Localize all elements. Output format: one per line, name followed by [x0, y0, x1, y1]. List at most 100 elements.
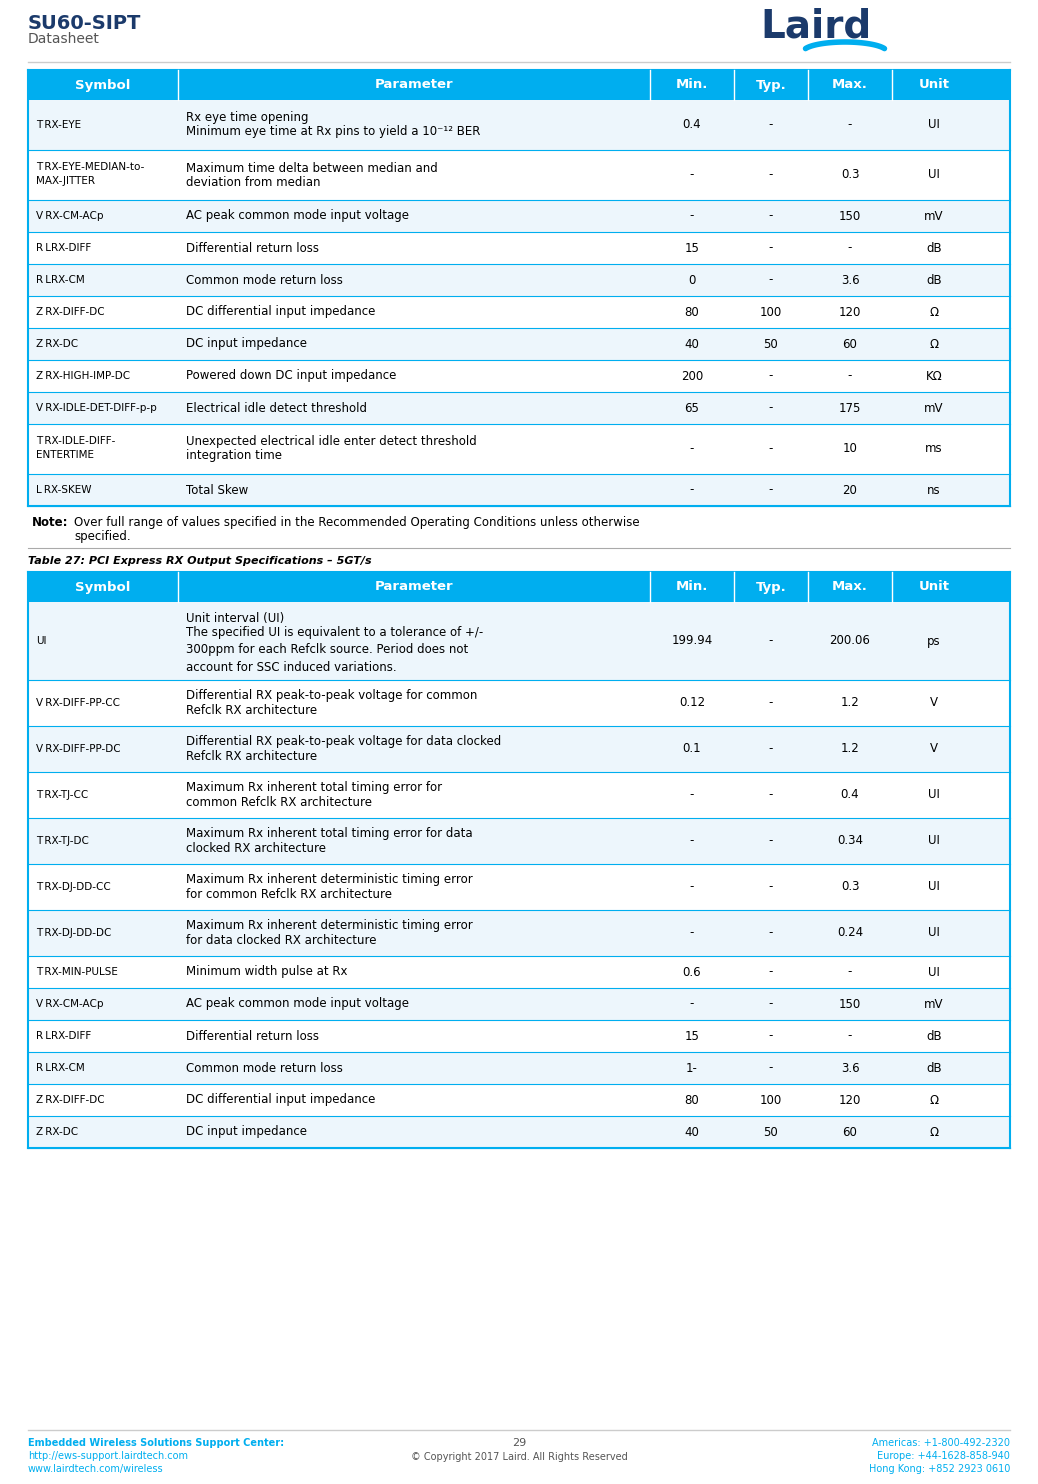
Text: Min.: Min. [676, 79, 708, 92]
Text: 100: 100 [760, 1094, 782, 1107]
Bar [28, 70, 1010, 99]
Text: Typ.: Typ. [756, 580, 787, 594]
Text: -: - [769, 834, 773, 847]
Text: dB: dB [926, 273, 941, 286]
Text: -: - [769, 442, 773, 456]
Text: Table 27: PCI Express RX Output Specifications – 5GT/s: Table 27: PCI Express RX Output Specific… [28, 556, 372, 565]
Text: UI: UI [928, 926, 940, 939]
Text: integration time: integration time [186, 450, 282, 463]
Text: 0: 0 [688, 273, 695, 286]
Text: Differential RX peak-to-peak voltage for data clocked: Differential RX peak-to-peak voltage for… [186, 736, 501, 748]
Bar [28, 424, 1010, 473]
Text: 0.4: 0.4 [841, 788, 859, 801]
Text: 20: 20 [843, 484, 857, 497]
Text: V RX-DIFF-PP-CC: V RX-DIFF-PP-CC [36, 697, 120, 708]
Text: Total Skew: Total Skew [186, 484, 248, 497]
Text: Z RX-HIGH-IMP-DC: Z RX-HIGH-IMP-DC [36, 371, 130, 381]
Text: UI: UI [36, 637, 47, 646]
Text: -: - [769, 1061, 773, 1074]
Text: Maximum Rx inherent deterministic timing error: Maximum Rx inherent deterministic timing… [186, 920, 472, 932]
Text: Max.: Max. [832, 580, 868, 594]
Text: 0.6: 0.6 [683, 966, 702, 978]
Text: 0.4: 0.4 [683, 119, 702, 132]
Text: -: - [690, 442, 694, 456]
Bar [28, 818, 1010, 864]
Text: -: - [769, 635, 773, 647]
Text: 60: 60 [843, 1125, 857, 1138]
Text: -: - [690, 788, 694, 801]
Bar [28, 988, 1010, 1020]
Text: Differential RX peak-to-peak voltage for common: Differential RX peak-to-peak voltage for… [186, 690, 477, 702]
Bar [28, 232, 1010, 264]
Text: dB: dB [926, 242, 941, 254]
Text: 0.12: 0.12 [679, 696, 705, 709]
Bar [28, 361, 1010, 392]
Text: DC differential input impedance: DC differential input impedance [186, 306, 376, 319]
Text: UI: UI [928, 788, 940, 801]
Bar [28, 726, 1010, 772]
Text: Minimum eye time at Rx pins to yield a 10⁻¹² BER: Minimum eye time at Rx pins to yield a 1… [186, 126, 481, 138]
Bar [28, 99, 1010, 150]
Text: clocked RX architecture: clocked RX architecture [186, 841, 326, 855]
Text: -: - [769, 484, 773, 497]
Text: -: - [769, 370, 773, 383]
Text: Max.: Max. [832, 79, 868, 92]
Text: dB: dB [926, 1030, 941, 1042]
Text: mV: mV [924, 402, 944, 414]
Text: 0.1: 0.1 [683, 742, 702, 755]
Text: 29: 29 [512, 1438, 526, 1448]
Text: UI: UI [928, 119, 940, 132]
Text: Embedded Wireless Solutions Support Center:: Embedded Wireless Solutions Support Cent… [28, 1438, 284, 1448]
Text: Z RX-DC: Z RX-DC [36, 1126, 78, 1137]
Text: -: - [769, 788, 773, 801]
Text: -: - [769, 273, 773, 286]
Text: V: V [930, 696, 938, 709]
Text: 50: 50 [764, 1125, 778, 1138]
Text: V RX-CM-ACp: V RX-CM-ACp [36, 999, 104, 1009]
Text: -: - [848, 370, 852, 383]
Text: R LRX-DIFF: R LRX-DIFF [36, 243, 91, 252]
Text: Maximum Rx inherent deterministic timing error: Maximum Rx inherent deterministic timing… [186, 874, 472, 886]
Text: 199.94: 199.94 [672, 635, 713, 647]
Text: DC input impedance: DC input impedance [186, 1125, 307, 1138]
Text: Ω: Ω [929, 306, 938, 319]
Text: T RX-TJ-CC: T RX-TJ-CC [36, 789, 88, 800]
Text: -: - [690, 209, 694, 223]
Text: 1-: 1- [686, 1061, 698, 1074]
Bar [28, 200, 1010, 232]
Text: 1.2: 1.2 [841, 742, 859, 755]
Text: The specified UI is equivalent to a tolerance of +/-
300ppm for each Refclk sour: The specified UI is equivalent to a tole… [186, 626, 484, 674]
Bar [28, 328, 1010, 361]
Text: 60: 60 [843, 337, 857, 350]
Text: 100: 100 [760, 306, 782, 319]
Text: AC peak common mode input voltage: AC peak common mode input voltage [186, 209, 409, 223]
Text: Refclk RX architecture: Refclk RX architecture [186, 703, 318, 717]
Text: UI: UI [928, 966, 940, 978]
Bar [28, 772, 1010, 818]
Text: -: - [690, 169, 694, 181]
Text: -: - [848, 119, 852, 132]
Text: 175: 175 [839, 402, 862, 414]
Text: L RX-SKEW: L RX-SKEW [36, 485, 91, 496]
Text: V RX-DIFF-PP-DC: V RX-DIFF-PP-DC [36, 743, 120, 754]
Text: Differential return loss: Differential return loss [186, 1030, 319, 1042]
Text: Unexpected electrical idle enter detect threshold: Unexpected electrical idle enter detect … [186, 435, 476, 448]
Text: Typ.: Typ. [756, 79, 787, 92]
Text: 3.6: 3.6 [841, 273, 859, 286]
Text: MAX-JITTER: MAX-JITTER [36, 177, 95, 186]
Text: Americas: +1-800-492-2320: Americas: +1-800-492-2320 [872, 1438, 1010, 1448]
Text: DC input impedance: DC input impedance [186, 337, 307, 350]
Text: Electrical idle detect threshold: Electrical idle detect threshold [186, 402, 367, 414]
Text: 0.3: 0.3 [841, 880, 859, 893]
Text: ns: ns [927, 484, 940, 497]
Text: V RX-CM-ACp: V RX-CM-ACp [36, 211, 104, 221]
Text: Z RX-DC: Z RX-DC [36, 338, 78, 349]
Text: T RX-MIN-PULSE: T RX-MIN-PULSE [36, 968, 118, 976]
Text: 200: 200 [681, 370, 703, 383]
Text: Common mode return loss: Common mode return loss [186, 1061, 343, 1074]
Text: for data clocked RX architecture: for data clocked RX architecture [186, 933, 377, 947]
Text: mV: mV [924, 209, 944, 223]
Text: Laird: Laird [82, 702, 956, 999]
Text: UI: UI [928, 880, 940, 893]
Text: ps: ps [927, 635, 940, 647]
